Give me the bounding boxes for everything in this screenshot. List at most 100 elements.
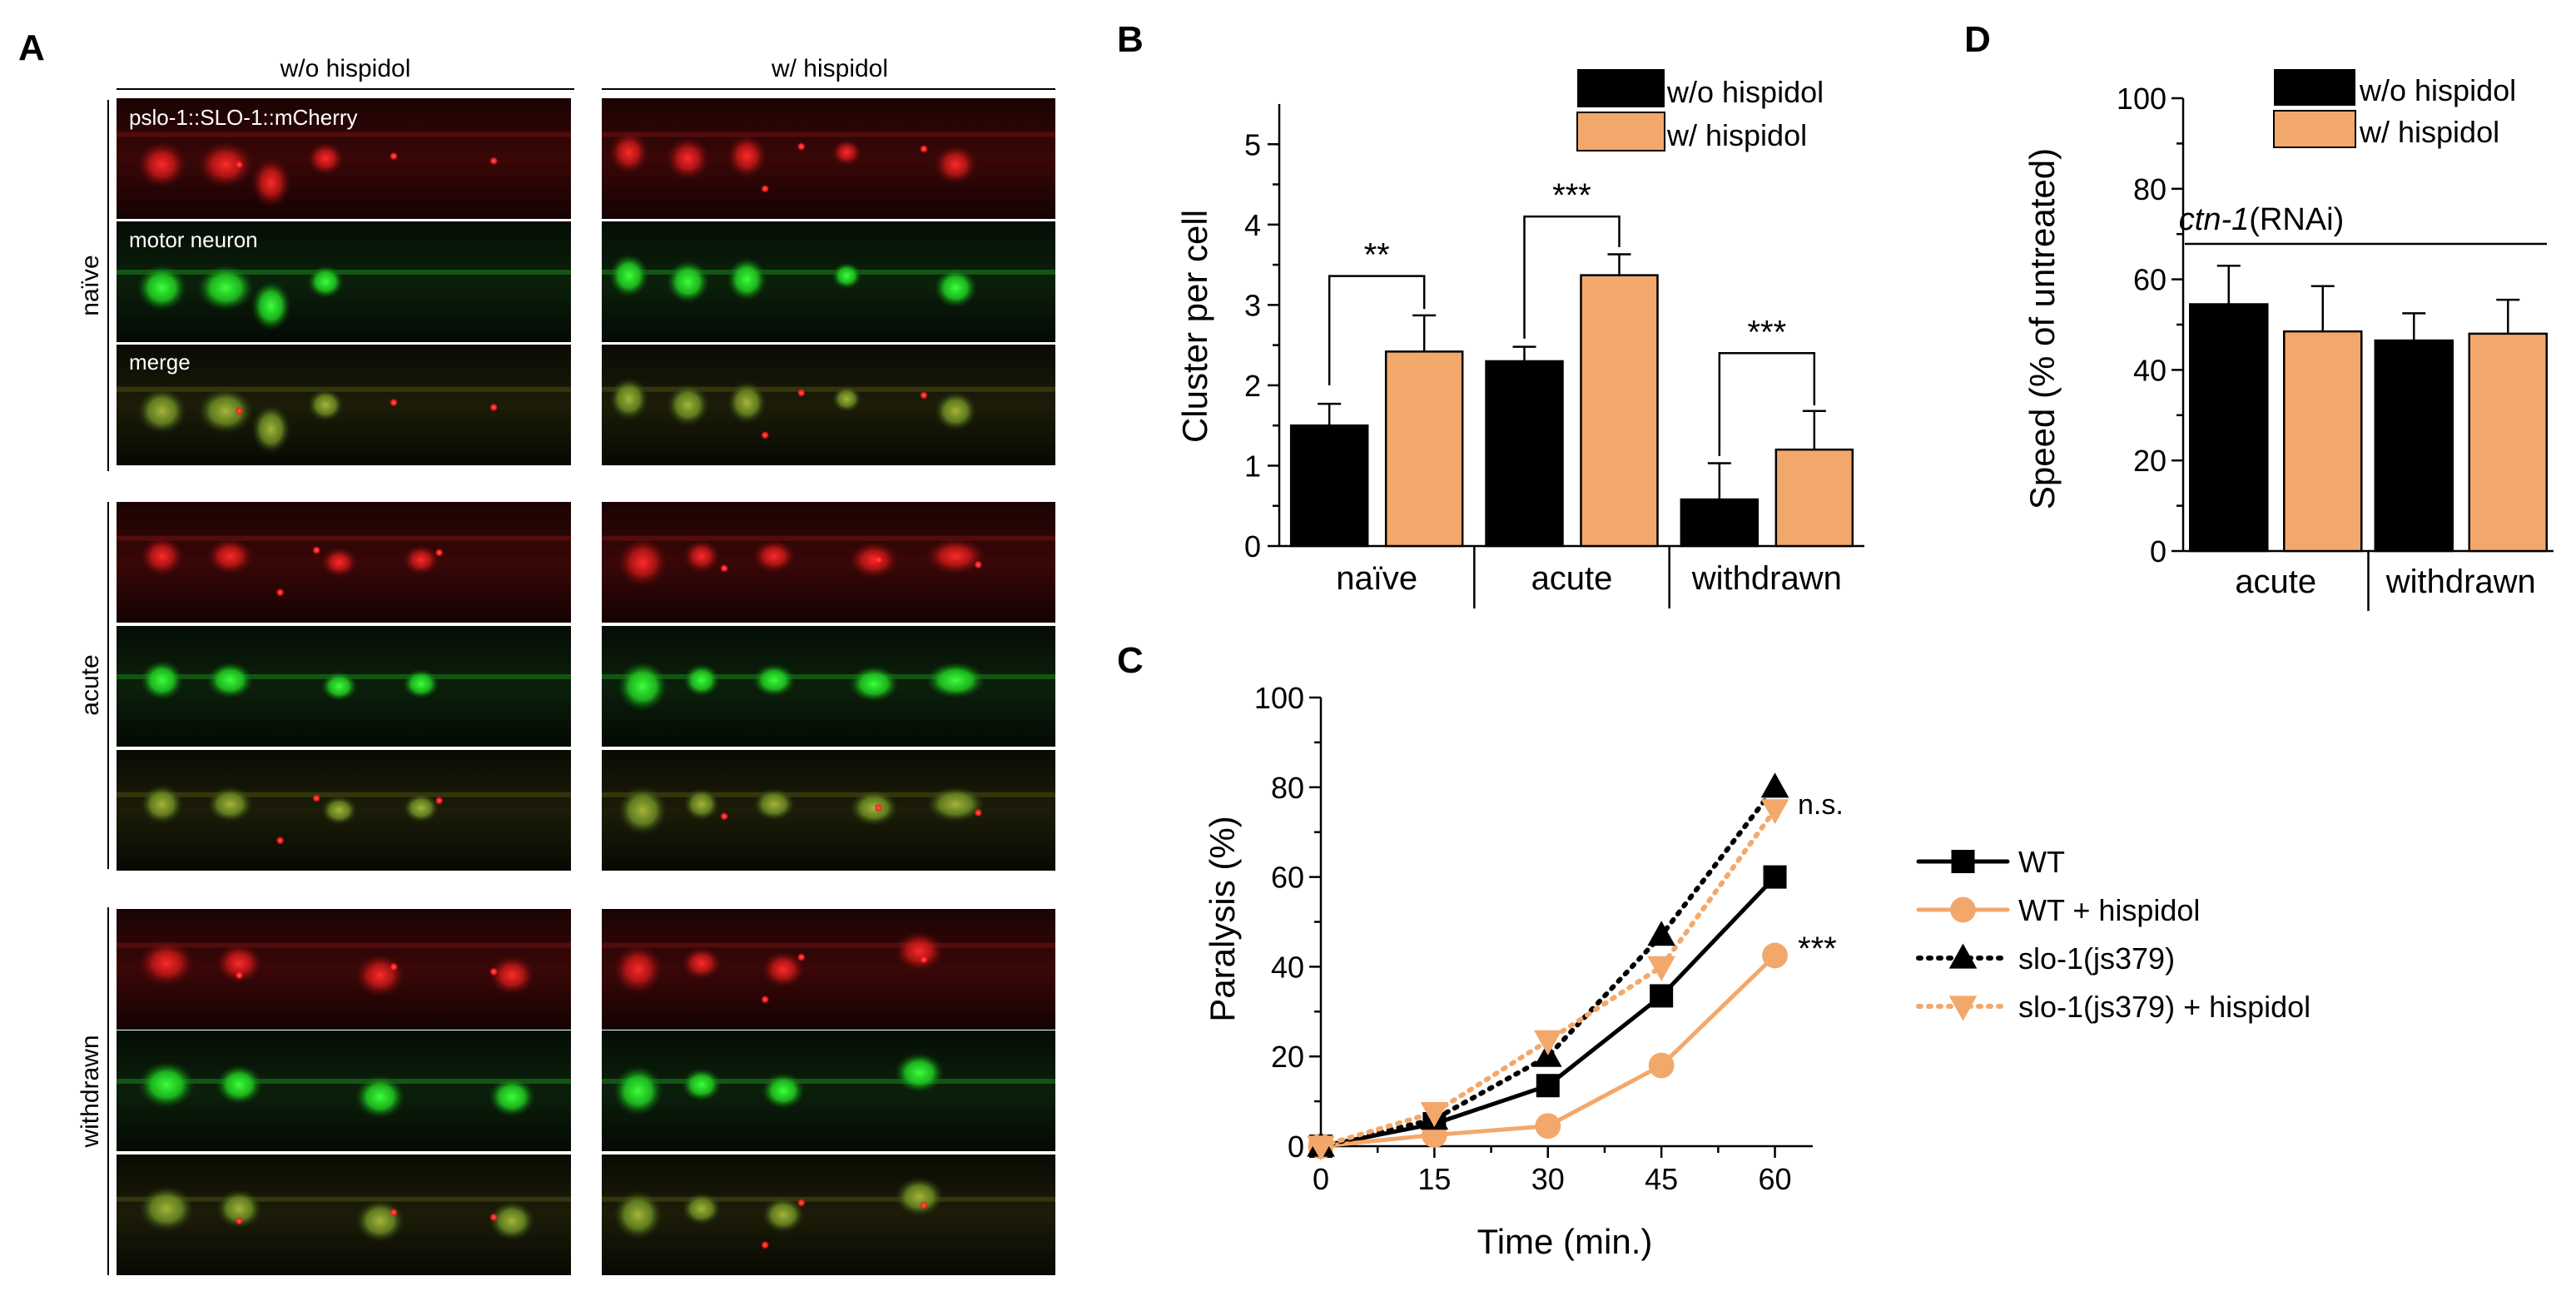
micrograph-cell — [602, 1154, 1055, 1275]
chart-c-point — [1647, 956, 1675, 981]
chart-c-ytick: 40 — [1271, 950, 1304, 984]
panel-c: C Paralysis (%) Time (min.) 0 20 40 60 80 100… — [1117, 640, 2310, 1261]
legend-c-label: slo-1(js379) — [2018, 941, 2175, 976]
chart-c-point — [1762, 942, 1788, 969]
micrograph-cell — [602, 1030, 1055, 1151]
channel-label-merge: merge — [129, 350, 191, 375]
micrograph-cell — [602, 909, 1055, 1030]
legend-b-label-without: w/o hispidol — [1666, 75, 1824, 109]
legend-c-marker — [1948, 996, 1978, 1021]
chart-c-xtick: 30 — [1531, 1162, 1565, 1196]
legend-b-label-with: w/ hispidol — [1666, 118, 1807, 152]
chart-b-ytick: 4 — [1244, 208, 1261, 242]
panel-b: B Cluster per cell 0 1 2 3 4 5 naïve acute withd… — [1117, 19, 1864, 608]
chart-c-point — [1760, 799, 1789, 825]
legend-c-marker — [1951, 850, 1975, 873]
chart-d-xtick: acute — [2235, 564, 2316, 600]
chart-b-bar — [1680, 498, 1760, 548]
micrograph-cell — [117, 221, 571, 342]
legend-c-marker — [1950, 896, 1976, 923]
chart-c-point — [1307, 1135, 1335, 1161]
legend-d-label-with: w/ hispidol — [2359, 115, 2499, 149]
chart-b-significance: *** — [1747, 314, 1786, 350]
micrograph-cell — [117, 626, 571, 747]
chart-c-ylabel: Paralysis (%) — [1203, 816, 1242, 1021]
chart-b-bar — [1485, 360, 1564, 548]
chart-c-ytick: 100 — [1254, 681, 1304, 715]
chart-d-bar — [2374, 339, 2454, 553]
chart-d-ytick: 80 — [2133, 172, 2167, 206]
chart-c-point — [1647, 921, 1675, 946]
chart-d-bar — [2283, 330, 2363, 553]
chart-c-xlabel: Time (min.) — [1477, 1222, 1653, 1261]
panel-d-letter: D — [1964, 19, 1991, 60]
micrograph-cell — [602, 626, 1055, 747]
chart-b-xtick: withdrawn — [1691, 560, 1842, 597]
channel-label-motor-neuron: motor neuron — [129, 227, 258, 252]
chart-c-point — [1533, 1030, 1562, 1055]
chart-c-point — [1648, 1052, 1675, 1079]
micrograph-cell — [602, 98, 1055, 219]
chart-b-ytick: 0 — [1244, 529, 1261, 564]
chart-c-point — [1650, 984, 1674, 1008]
chart-b-ytick: 5 — [1244, 127, 1261, 161]
legend-d-label-without: w/o hispidol — [2359, 73, 2516, 107]
chart-d-ytick: 0 — [2150, 534, 2167, 569]
chart-c-point — [1763, 865, 1787, 889]
chart-b-ylabel: Cluster per cell — [1175, 210, 1214, 443]
micrograph-cell — [602, 750, 1055, 871]
chart-b-bar — [1384, 350, 1464, 548]
chart-d-xtick: withdrawn — [2385, 564, 2536, 600]
chart-d-ytick: 20 — [2133, 444, 2167, 478]
chart-d-ytick: 60 — [2133, 263, 2167, 297]
micrograph-cell — [602, 502, 1055, 623]
col-header-with: w/ hispidol — [771, 55, 888, 82]
chart-d-bar — [2468, 332, 2548, 553]
chart-b-bar — [1774, 448, 1854, 548]
chart-b-xtick: acute — [1531, 560, 1613, 597]
chart-d-ylabel: Speed (% of untreated) — [2023, 148, 2062, 509]
panel-a: A w/o hispidol w/ hispidol naïve acute w… — [18, 27, 1055, 1275]
micrograph-cell — [117, 909, 571, 1030]
chart-b-xtick: naïve — [1336, 560, 1417, 597]
row-label-naive: naïve — [77, 255, 104, 315]
micrograph-cell — [602, 221, 1055, 342]
legend-b-swatch-without — [1577, 69, 1665, 107]
chart-b-bar — [1580, 274, 1659, 548]
chart-b-significance: *** — [1552, 177, 1591, 214]
micrograph-grid — [117, 98, 1055, 1275]
channel-label-mcherry: pslo-1::SLO-1::mCherry — [129, 105, 358, 130]
micrograph-cell — [117, 502, 571, 623]
chart-b-significance: ** — [1364, 237, 1390, 274]
annotation-ns: n.s. — [1798, 789, 1844, 821]
chart-c-point — [1420, 1101, 1449, 1128]
chart-c-point — [1536, 1074, 1560, 1098]
chart-b-ytick: 2 — [1244, 369, 1261, 403]
chart-c-ytick: 60 — [1271, 861, 1304, 895]
legend-d-swatch-with — [2273, 110, 2356, 148]
chart-c-series-line — [1318, 784, 1778, 1149]
chart-c-ytick: 80 — [1271, 771, 1304, 805]
legend-d-swatch-without — [2274, 69, 2355, 106]
chart-b-bar — [1289, 424, 1369, 548]
chart-c: 0 20 40 60 80 100 0 15 30 45 60 — [1254, 681, 1813, 1196]
row-label-withdrawn: withdrawn — [77, 1035, 104, 1148]
condition-label: ctn-1(RNAi) — [2179, 202, 2344, 237]
legend-c-label: WT — [2018, 845, 2065, 879]
chart-d-ytick: 100 — [2117, 82, 2167, 116]
legend-c-label: WT + hispidol — [2018, 893, 2200, 927]
legend-b-swatch-with — [1576, 112, 1665, 151]
chart-c-series-line — [1318, 875, 1778, 1149]
panel-b-letter: B — [1117, 19, 1144, 60]
micrograph-cell — [117, 98, 571, 219]
chart-d-ytick: 40 — [2133, 353, 2167, 387]
chart-b-ytick: 3 — [1244, 288, 1261, 322]
micrograph-cell — [117, 1030, 571, 1151]
chart-c-ytick: 20 — [1271, 1040, 1304, 1074]
legend-c-label: slo-1(js379) + hispidol — [2018, 990, 2310, 1024]
col-header-without: w/o hispidol — [280, 55, 411, 82]
chart-d-bar — [2189, 303, 2269, 553]
panel-a-letter: A — [18, 27, 45, 68]
chart-c-xtick: 45 — [1645, 1162, 1678, 1196]
